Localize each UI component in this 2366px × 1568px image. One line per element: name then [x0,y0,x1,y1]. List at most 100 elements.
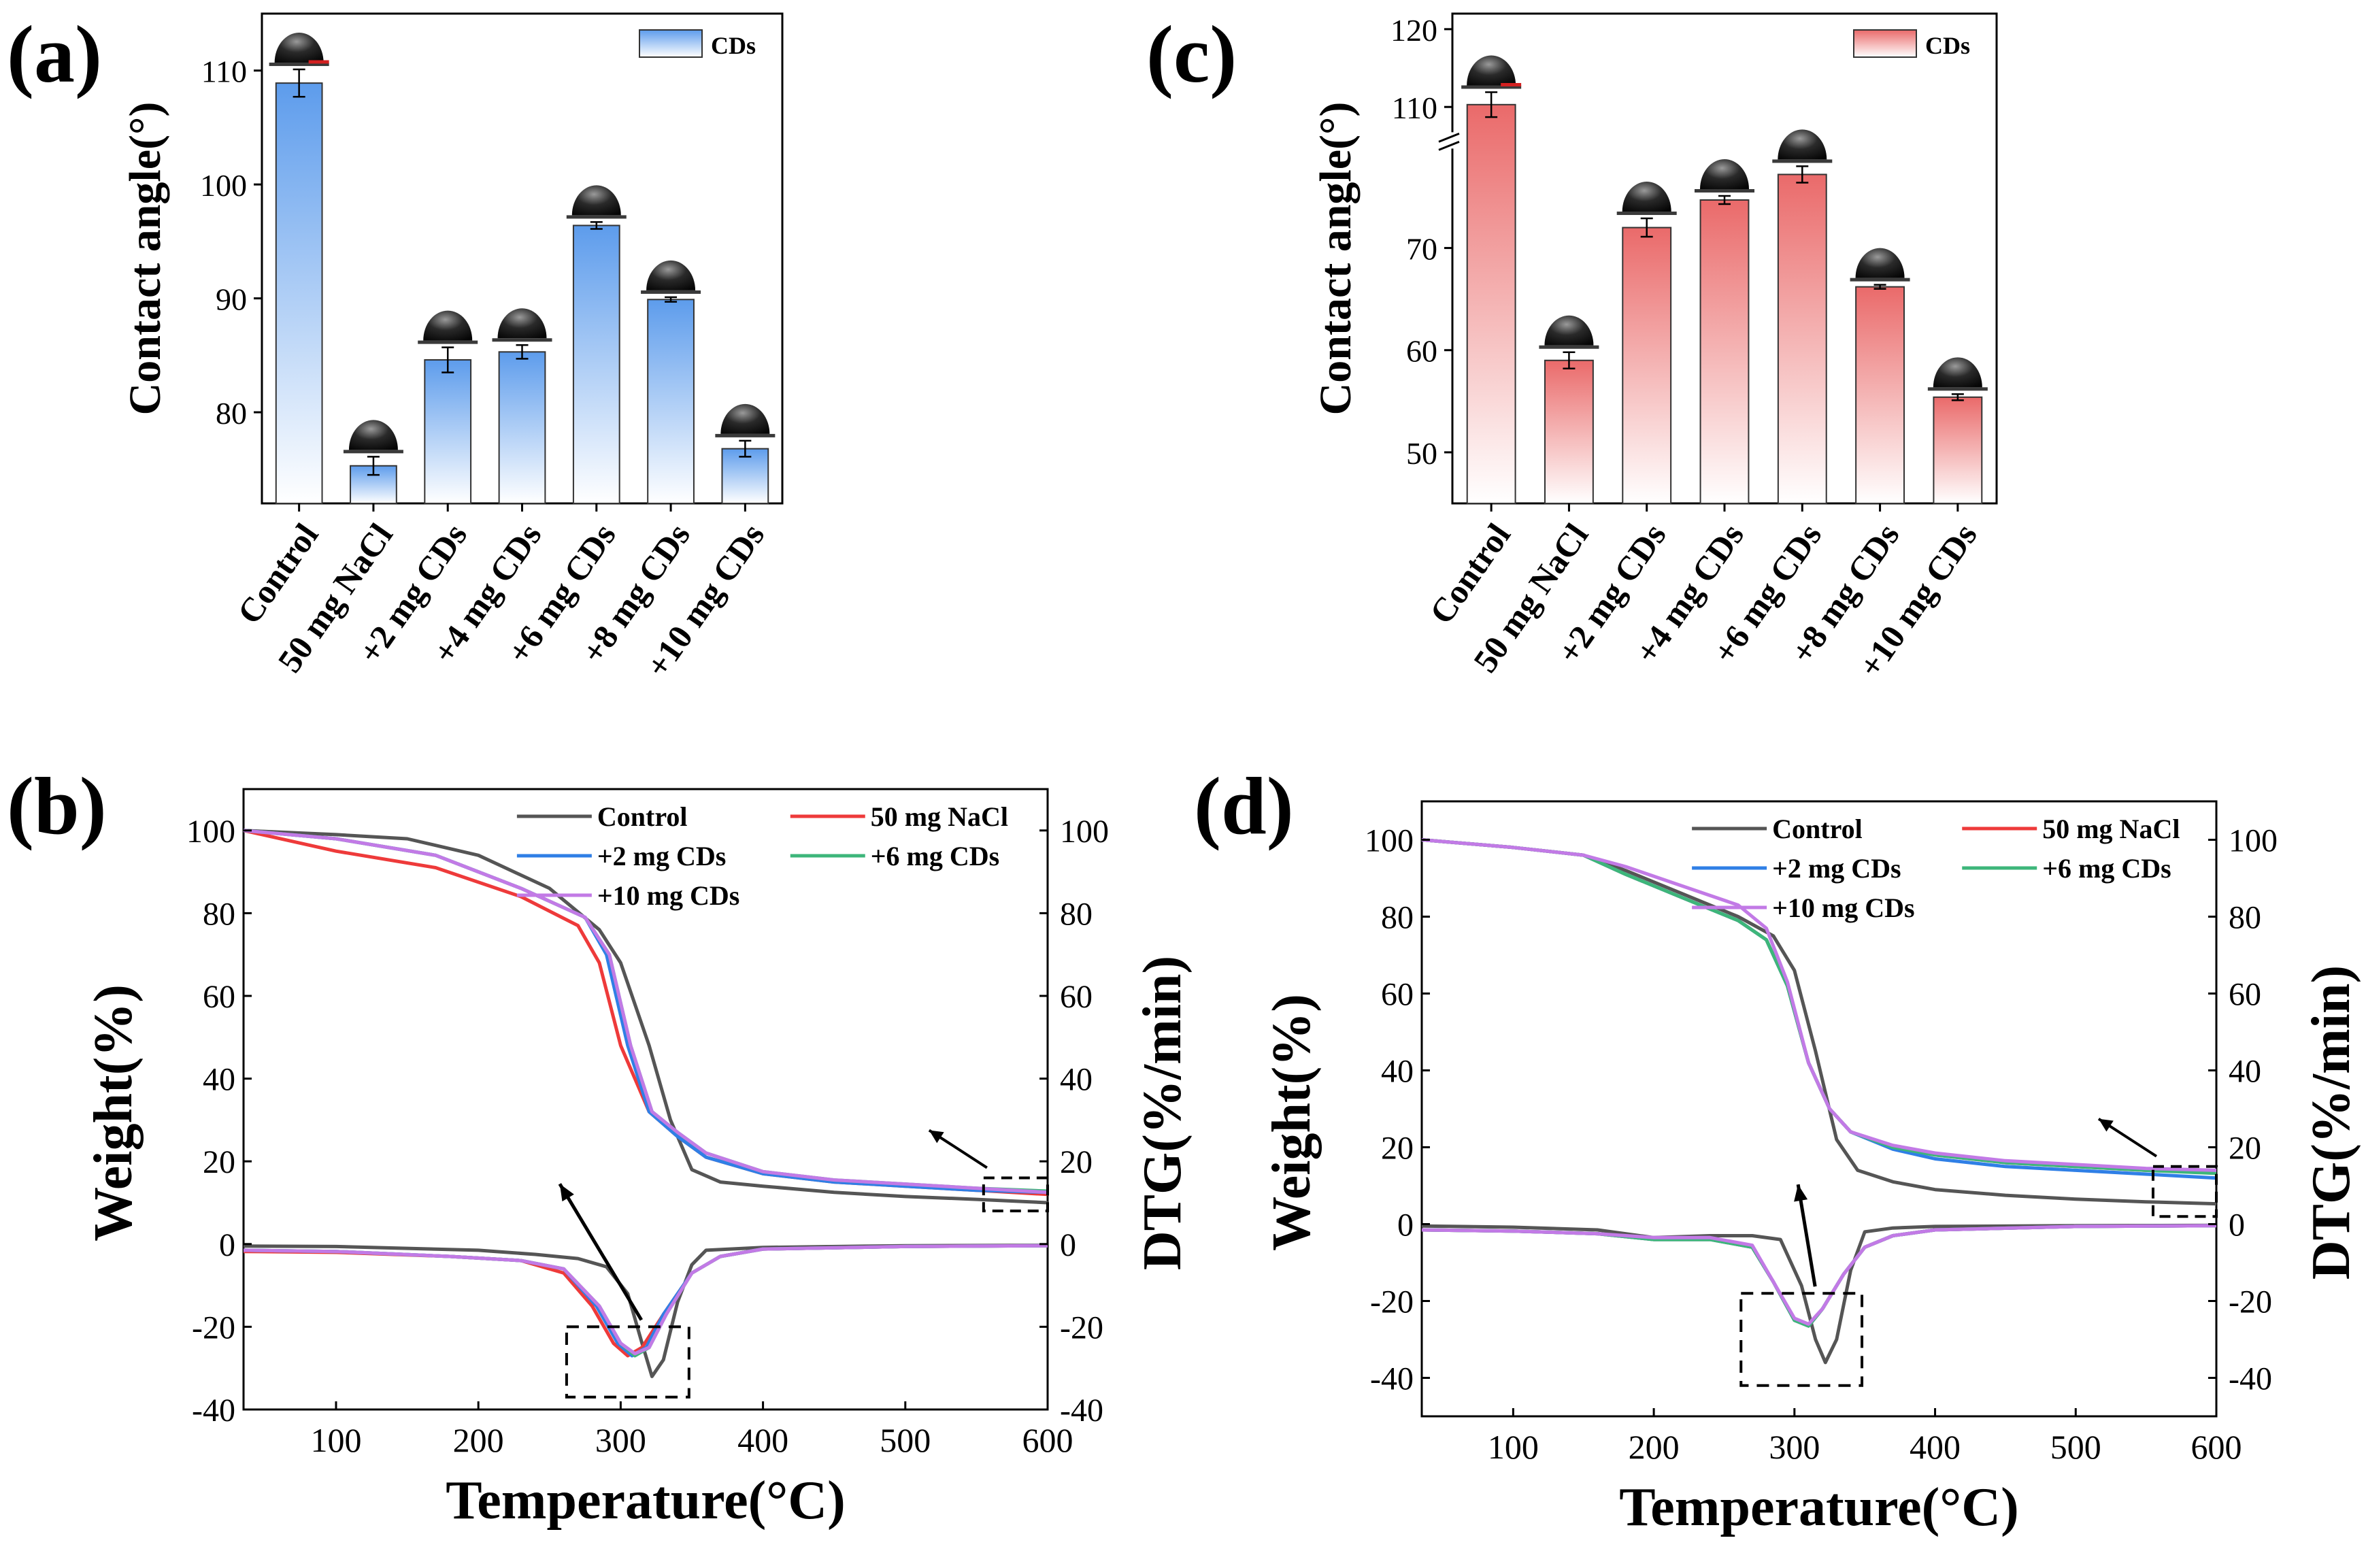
y-tick-label: 0 [219,1227,235,1263]
y2-tick-label: 20 [1060,1144,1093,1180]
droplet-icon [646,260,696,290]
y-tick-label: 90 [216,282,247,317]
legend-label: 50 mg NaCl [871,801,1008,832]
y-tick-label: 70 [1406,232,1437,267]
y-tick-label: 100 [200,168,247,203]
droplet-substrate [1461,85,1522,89]
bar [1933,396,1983,504]
panel-label: (c) [1146,9,1237,99]
arrow-line [558,1183,643,1321]
x-tick-label: 200 [1629,1428,1680,1466]
tg-curve [1421,838,2217,1172]
y-tick-label: 120 [1390,13,1437,48]
dtg-curve [243,1244,1048,1358]
bar [1699,199,1750,504]
axis-break-mark [1438,141,1460,151]
droplet-substrate [715,433,776,437]
x-tick-label: 500 [2050,1428,2101,1466]
y-tick-label: 80 [1381,900,1414,936]
x-tick-label: 100 [1488,1428,1539,1466]
legend-label: +6 mg CDs [871,841,999,871]
legend-label: +10 mg CDs [597,880,739,911]
y2-axis-label: DTG(%/min) [1133,956,1193,1270]
bar [1544,359,1594,505]
zoom-box-tg [2151,1165,2218,1218]
tg-curve [1421,838,2217,1206]
bar [424,359,472,504]
y2-tick-label: -40 [1060,1392,1103,1429]
line-panel-b: (b)100 200 300 400 500 600-40-20020406080100-… [7,761,1193,1531]
arrow-line [1796,1184,1817,1287]
arrow-head [2098,1118,2114,1132]
y2-tick-label: 60 [2229,977,2261,1013]
y2-tick-label: 80 [2229,900,2261,936]
legend-label: CDs [1925,32,1970,59]
y-tick-label: 100 [186,814,235,850]
y2-tick-label: 40 [1060,1062,1093,1098]
droplet-icon [720,403,770,434]
y-tick-label: 60 [203,979,235,1015]
legend-swatch [639,29,703,58]
y-tick-label: 20 [203,1144,235,1180]
legend-label: CDs [711,32,756,59]
droplet-substrate [418,340,478,344]
arrow-head [1794,1184,1808,1202]
droplet-substrate [1695,188,1754,193]
bar [498,351,546,504]
y-tick-label: 80 [203,896,235,932]
arrow-head [559,1184,574,1202]
plot-frame [242,788,1049,1411]
x-axis-label: Temperature(°C) [1619,1478,2018,1537]
legend-label: 50 mg NaCl [2042,814,2180,844]
y-tick-label: -40 [192,1392,235,1429]
y-tick-label: 20 [1381,1131,1414,1167]
y2-tick-label: 40 [2229,1054,2261,1090]
y-tick-label: 40 [203,1062,235,1098]
y-tick-label: -20 [1370,1284,1414,1320]
y2-tick-label: 100 [1060,814,1109,850]
droplet-substrate [269,63,329,67]
x-tick-label: 500 [880,1421,931,1459]
zoom-box-dtg [565,1325,690,1399]
droplet-substrate [492,338,552,342]
plot-frame [1420,800,2218,1418]
y2-axis-label: DTG(%/min) [2301,965,2361,1280]
y2-tick-label: 100 [2229,823,2278,859]
arrow-head [929,1130,944,1144]
y-tick-label: 110 [201,54,247,89]
axis-break-mark [1438,133,1460,143]
tg-curve [243,829,1048,1195]
droplet-icon [423,310,473,341]
zoom-box-dtg [1739,1292,1864,1387]
droplet-icon [1933,357,1982,388]
y-tick-label: 80 [216,396,247,431]
y-tick-label: 0 [1397,1207,1414,1244]
x-tick-label: 400 [1910,1428,1961,1466]
y-tick-label: 40 [1381,1054,1414,1090]
legend-label: Control [597,801,688,832]
y-tick-label: 100 [1365,823,1414,859]
y-tick-label: -40 [1370,1361,1414,1397]
tg-curve [1421,838,2217,1175]
bar [275,82,323,505]
y-axis-label: Weight(%) [84,984,144,1241]
y2-tick-label: -40 [2229,1361,2272,1397]
droplet-icon [571,185,621,216]
zoom-box-tg [982,1176,1049,1213]
x-tick-label: 400 [737,1421,788,1459]
y-tick-label: -20 [192,1310,235,1346]
droplet-substrate [1927,387,1988,391]
droplet-icon [1855,248,1905,278]
y-tick-label: 60 [1406,334,1437,369]
bar [647,299,695,504]
y2-tick-label: 20 [2229,1131,2261,1167]
line-panel-d: (d)100 200 300 400 500 600-40-20020406080100-… [1194,761,2361,1537]
legend-label: +10 mg CDs [1772,893,1914,923]
legend-label: +6 mg CDs [2042,853,2171,884]
dtg-curve [243,1244,1048,1378]
y-tick-label: 50 [1406,436,1437,471]
legend-label: +2 mg CDs [597,841,726,871]
y2-tick-label: 0 [2229,1207,2245,1244]
